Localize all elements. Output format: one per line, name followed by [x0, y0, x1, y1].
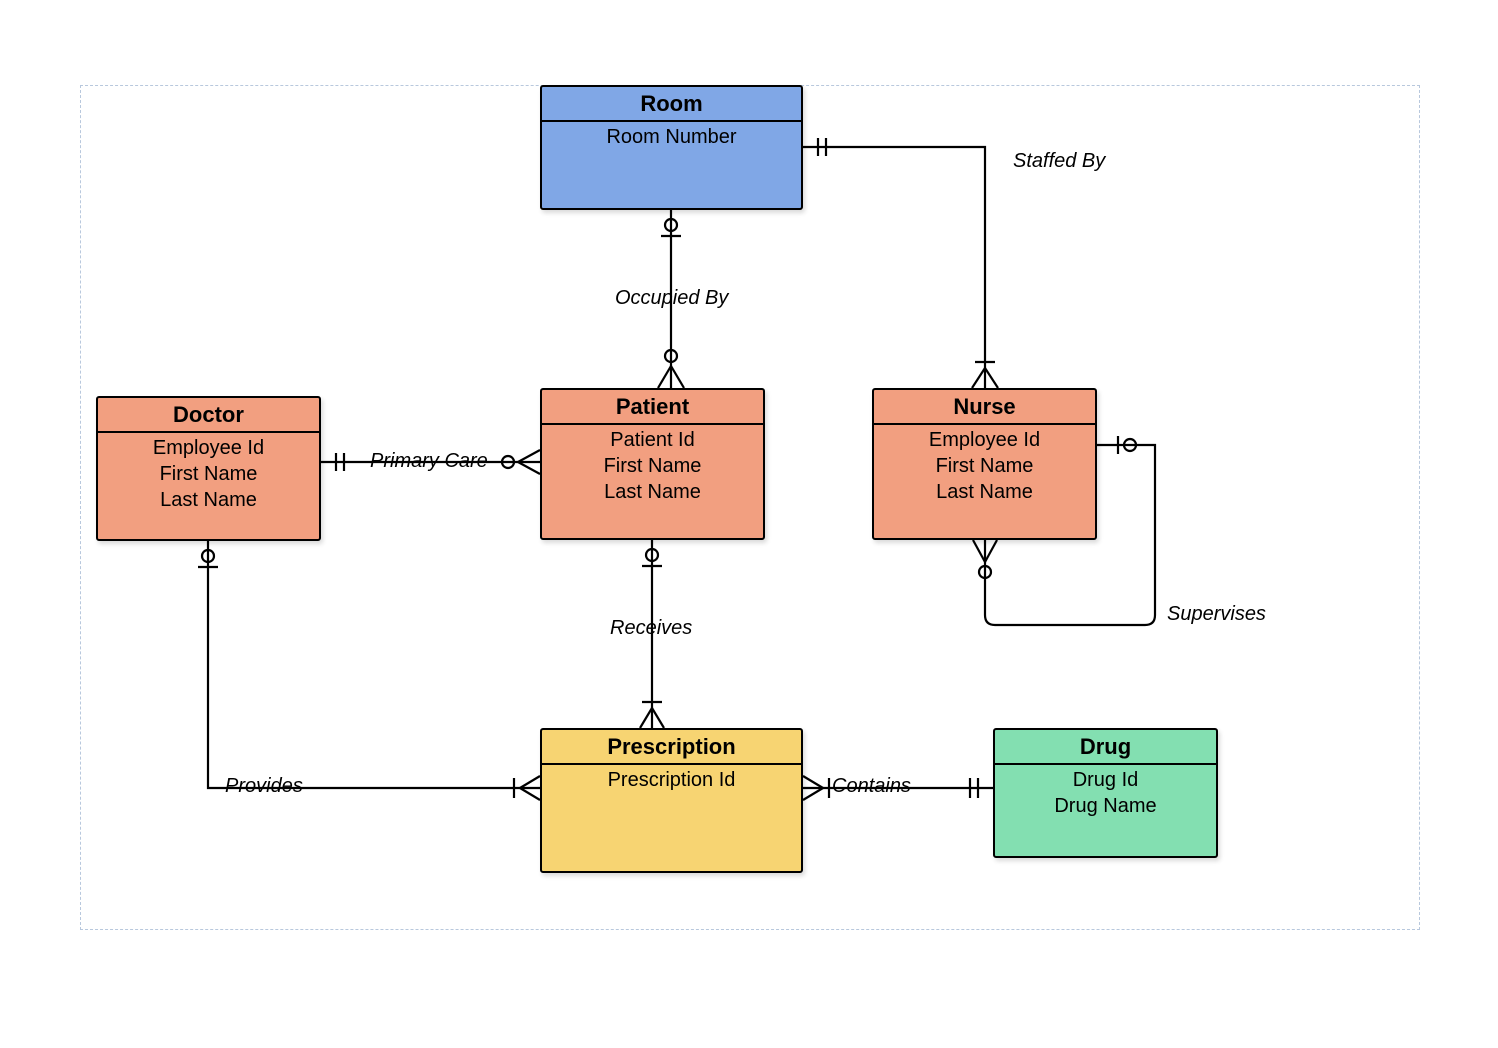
entity-doctor-title: Doctor — [98, 398, 319, 433]
entity-room: Room Room Number — [540, 85, 803, 210]
entity-patient-attr: Last Name — [542, 479, 763, 505]
entity-drug-attr: Drug Name — [995, 793, 1216, 819]
entity-nurse-title: Nurse — [874, 390, 1095, 425]
entity-nurse: Nurse Employee Id First Name Last Name — [872, 388, 1097, 540]
entity-nurse-attr: Last Name — [874, 479, 1095, 505]
er-diagram: Room Room Number Doctor Employee Id Firs… — [0, 0, 1498, 1048]
entity-drug-title: Drug — [995, 730, 1216, 765]
entity-patient-attr: Patient Id — [542, 427, 763, 453]
rel-label-contains: Contains — [832, 775, 911, 798]
rel-label-provides: Provides — [225, 775, 303, 798]
entity-drug-attr: Drug Id — [995, 767, 1216, 793]
entity-room-title: Room — [542, 87, 801, 122]
rel-label-supervises: Supervises — [1167, 603, 1266, 626]
rel-label-receives: Receives — [610, 617, 692, 640]
entity-room-attr: Room Number — [542, 124, 801, 150]
rel-label-staffed-by: Staffed By — [1013, 150, 1105, 173]
entity-prescription-title: Prescription — [542, 730, 801, 765]
entity-doctor-attr: Last Name — [98, 487, 319, 513]
entity-doctor: Doctor Employee Id First Name Last Name — [96, 396, 321, 541]
entity-doctor-attr: First Name — [98, 461, 319, 487]
entity-patient-attr: First Name — [542, 453, 763, 479]
entity-nurse-attr: First Name — [874, 453, 1095, 479]
entity-doctor-attr: Employee Id — [98, 435, 319, 461]
entity-patient: Patient Patient Id First Name Last Name — [540, 388, 765, 540]
entity-drug: Drug Drug Id Drug Name — [993, 728, 1218, 858]
entity-nurse-attr: Employee Id — [874, 427, 1095, 453]
entity-patient-title: Patient — [542, 390, 763, 425]
entity-prescription: Prescription Prescription Id — [540, 728, 803, 873]
rel-label-primary-care: Primary Care — [370, 450, 488, 473]
rel-label-occupied-by: Occupied By — [615, 287, 728, 310]
entity-prescription-attr: Prescription Id — [542, 767, 801, 793]
